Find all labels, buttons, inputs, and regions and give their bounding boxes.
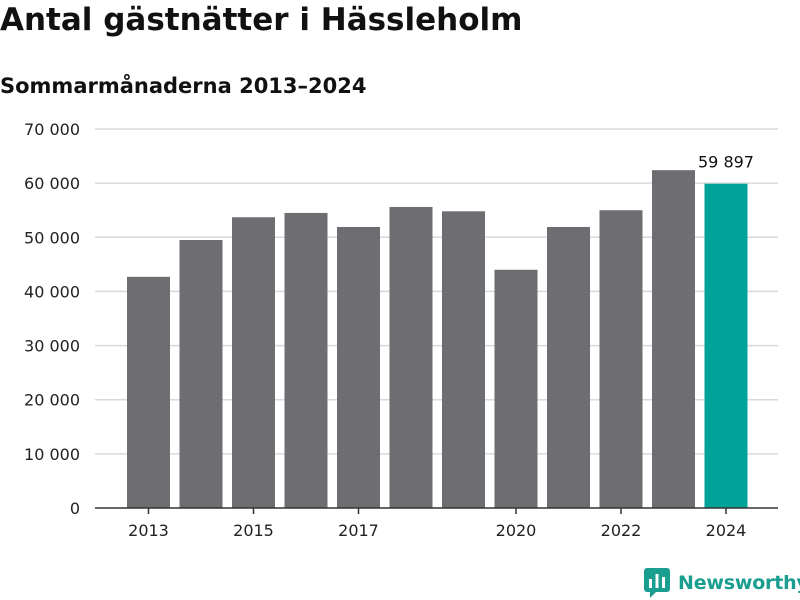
x-tick-label: 2015 [233, 521, 274, 540]
x-tick-label: 2013 [128, 521, 169, 540]
newsworthy-logo-icon [644, 568, 670, 598]
y-tick-label: 40 000 [24, 282, 80, 301]
brand-name: Newsworthy [678, 572, 800, 594]
bar-2022 [599, 210, 643, 508]
y-tick-label: 70 000 [24, 120, 80, 139]
bar-value-label: 59 897 [698, 153, 754, 172]
x-tick-label: 2022 [601, 521, 642, 540]
bar-2017 [337, 226, 380, 508]
bar-2019 [442, 211, 485, 508]
y-tick-label: 60 000 [24, 174, 80, 193]
y-tick-label: 30 000 [24, 337, 80, 356]
bar-2023 [652, 170, 695, 509]
bar-2024 [704, 183, 748, 508]
bar-2021 [547, 226, 590, 508]
x-tick-label: 2020 [496, 521, 537, 540]
chart-subtitle: Sommarmånaderna 2013–2024 [0, 74, 367, 98]
bar-2015 [232, 217, 275, 508]
y-tick-label: 50 000 [24, 228, 80, 247]
y-tick-label: 10 000 [24, 445, 80, 464]
chart-title: Antal gästnätter i Hässleholm [0, 2, 523, 38]
y-tick-label: 0 [70, 499, 80, 518]
bar-2013 [127, 276, 170, 508]
bar-2014 [179, 239, 223, 508]
newsworthy-logo: Newsworthy [644, 568, 800, 598]
x-tick-label: 2017 [338, 521, 379, 540]
x-tick-label: 2024 [706, 521, 747, 540]
y-tick-label: 20 000 [24, 391, 80, 410]
bar-2016 [284, 212, 328, 508]
bar-2020 [494, 269, 538, 508]
bar-2018 [389, 206, 433, 509]
